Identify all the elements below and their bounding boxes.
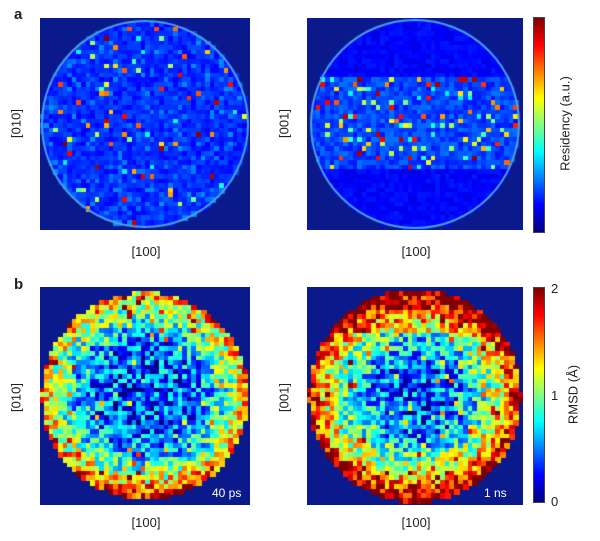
b-left-xlabel: [100] [131, 515, 161, 530]
panel-label-a: a [14, 6, 23, 23]
a-right-ylabel: [001] [276, 109, 292, 138]
b-left-ylabel: [010] [8, 383, 24, 412]
b-right-xlabel: [100] [401, 515, 431, 530]
a-right-xlabel: [100] [401, 244, 431, 259]
colorbar-rmsd-label: RMSD (Å) [565, 364, 581, 425]
a-left-ylabel: [010] [8, 109, 24, 138]
colorbar-rmsd-tick-2: 2 [551, 281, 559, 296]
panel-label-b: b [14, 276, 24, 293]
heatmap-a-001 [307, 18, 523, 230]
colorbar-residency [533, 17, 545, 233]
colorbar-residency-label: Residency (a.u.) [557, 76, 573, 171]
time-annotation-1ns: 1 ns [484, 486, 507, 500]
time-annotation-40ps: 40 ps [212, 486, 242, 500]
heatmap-b-010 [40, 287, 250, 505]
heatmap-b-001 [307, 287, 523, 505]
colorbar-rmsd [533, 287, 545, 503]
a-left-xlabel: [100] [131, 244, 161, 259]
colorbar-rmsd-tick-1: 1 [551, 388, 559, 403]
heatmap-a-010 [40, 18, 250, 230]
colorbar-rmsd-tick-0: 0 [551, 494, 559, 509]
b-right-ylabel: [001] [276, 383, 292, 412]
